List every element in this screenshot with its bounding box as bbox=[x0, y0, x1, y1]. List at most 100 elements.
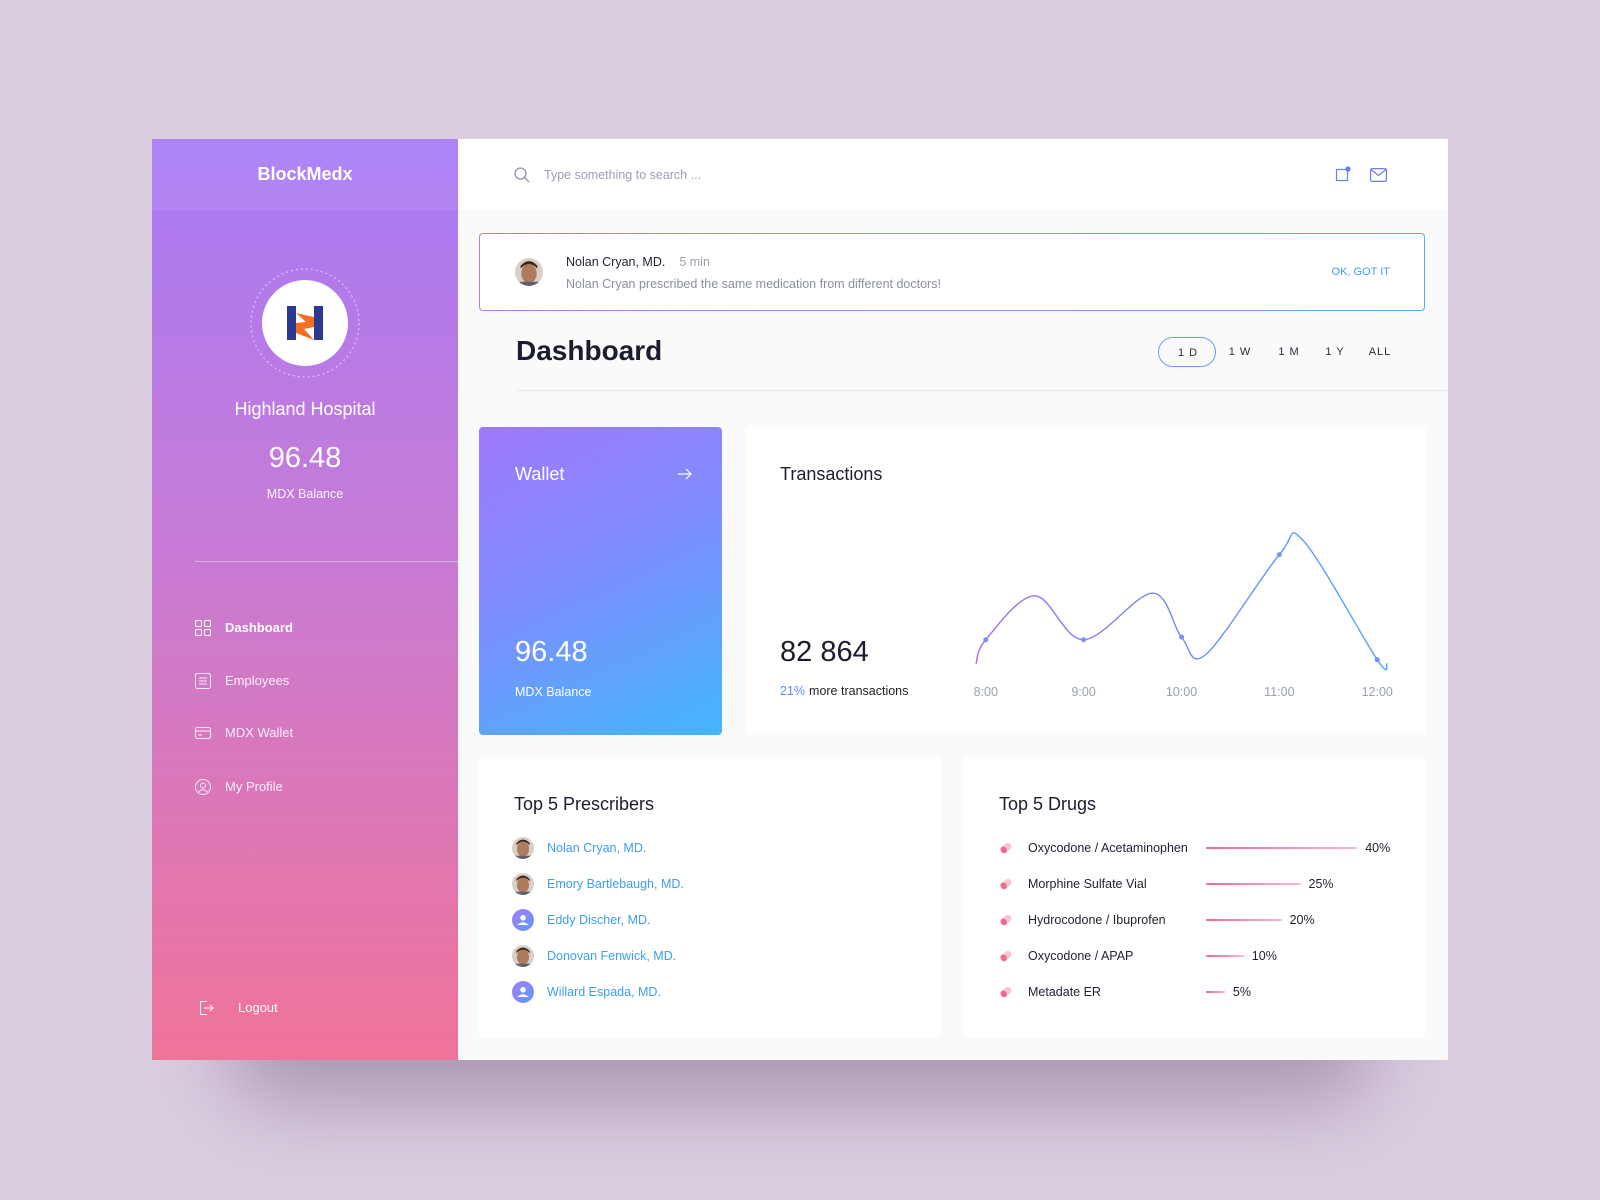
logout-icon-part bbox=[200, 1001, 207, 1015]
wallet-title: Wallet bbox=[515, 464, 565, 485]
avatar-photo-part bbox=[515, 281, 543, 286]
dashboard-divider bbox=[516, 390, 1448, 391]
messages-button-part bbox=[1370, 169, 1387, 177]
drug-bar bbox=[1206, 883, 1301, 885]
wallet-balance: 96.48 bbox=[515, 636, 588, 669]
drugs-card: Top 5 Drugs Oxycodone / Acetaminophen 40% M… bbox=[964, 757, 1425, 1038]
line-point bbox=[1179, 634, 1184, 640]
search-icon bbox=[514, 167, 530, 183]
notifications-button[interactable] bbox=[1335, 166, 1351, 182]
pill-icon-part bbox=[1000, 990, 1007, 998]
logout-label: Logout bbox=[238, 999, 278, 1015]
transactions-change: 21% more transactions bbox=[780, 684, 908, 698]
avatar-placeholder-part bbox=[517, 922, 529, 925]
change-percent: 21% bbox=[780, 684, 806, 698]
hospital-logo bbox=[250, 268, 360, 378]
avatar-photo bbox=[512, 945, 534, 967]
messages-button[interactable] bbox=[1370, 168, 1388, 183]
x-tick-label: 10:00 bbox=[1165, 684, 1198, 699]
sidebar: BlockMedx Highland Hospital 96.48 MDX Bala… bbox=[152, 139, 458, 1060]
nav-label: My Profile bbox=[225, 778, 283, 794]
prescriber-name[interactable]: Emory Bartlebaugh, MD. bbox=[547, 876, 684, 891]
drug-bar bbox=[1206, 955, 1244, 957]
nav-icon bbox=[195, 779, 211, 795]
sidebar-balance-label: MDX Balance bbox=[266, 486, 344, 501]
transactions-chart bbox=[975, 532, 1388, 671]
nav-icon-part bbox=[200, 782, 206, 789]
pill-icon bbox=[1000, 842, 1012, 854]
wallet-arrow[interactable] bbox=[678, 468, 692, 480]
drug-name: Metadate ER bbox=[1028, 984, 1101, 999]
wallet-balance-label: MDX Balance bbox=[515, 684, 592, 699]
avatar-photo-part bbox=[520, 261, 538, 269]
nav-label: MDX Wallet bbox=[225, 724, 294, 740]
avatar-placeholder bbox=[512, 909, 534, 931]
notification-name: Nolan Cryan, MD. bbox=[566, 255, 666, 269]
avatar-placeholder-part bbox=[520, 987, 526, 993]
drug-percent: 25% bbox=[1308, 876, 1334, 891]
notifications-button-part bbox=[1335, 168, 1349, 182]
search-placeholder: Type something to search ... bbox=[544, 167, 702, 182]
messages-button-part bbox=[1370, 168, 1388, 183]
nav-icon-part bbox=[198, 789, 208, 793]
logout-icon-part bbox=[209, 1004, 214, 1012]
top-bar bbox=[458, 139, 1448, 210]
drug-percent: 5% bbox=[1232, 984, 1251, 999]
wallet-arrow-part bbox=[685, 468, 692, 480]
x-tick-label: 12:00 bbox=[1361, 684, 1393, 699]
time-filter[interactable]: 1 W bbox=[1211, 337, 1269, 367]
avatar-photo-part bbox=[516, 841, 530, 857]
brand: BlockMedx bbox=[257, 164, 353, 185]
line-point bbox=[1276, 552, 1282, 558]
hospital-logo-part bbox=[250, 268, 360, 378]
sidebar-divider bbox=[195, 561, 458, 562]
drugs-title: Top 5 Drugs bbox=[999, 794, 1097, 815]
drug-name: Oxycodone / APAP bbox=[1028, 948, 1134, 963]
prescriber-name[interactable]: Eddy Discher, MD. bbox=[547, 912, 651, 927]
pill-icon-part bbox=[1000, 842, 1012, 854]
prescriber-name[interactable]: Willard Espada, MD. bbox=[547, 984, 661, 999]
line-point bbox=[1374, 657, 1380, 663]
time-filter[interactable]: ALL bbox=[1351, 337, 1409, 367]
prescriber-name[interactable]: Nolan Cryan, MD. bbox=[547, 840, 647, 855]
avatar-placeholder bbox=[512, 981, 534, 1003]
drug-bar bbox=[1206, 991, 1225, 993]
nav-item[interactable]: Dashboard bbox=[188, 612, 428, 644]
transactions-title: Transactions bbox=[780, 464, 883, 485]
sidebar-balance: 96.48 bbox=[268, 442, 342, 475]
drug-name: Hydrocodone / Ibuprofen bbox=[1028, 912, 1166, 927]
drug-bar bbox=[1206, 847, 1358, 849]
avatar-photo-part bbox=[512, 945, 534, 967]
transactions-line bbox=[975, 532, 1388, 671]
time-filter-label: ALL bbox=[1368, 345, 1392, 358]
notification-action[interactable]: OK, GOT IT bbox=[1331, 265, 1390, 278]
notification-message: Nolan Cryan prescribed the same medicati… bbox=[566, 276, 941, 291]
nav-icon bbox=[195, 673, 211, 689]
nav-item[interactable]: MDX Wallet bbox=[188, 717, 428, 749]
notification-head: Nolan Cryan, MD. 5 min bbox=[566, 255, 710, 269]
time-filter[interactable]: 1 M bbox=[1260, 337, 1318, 367]
change-text: more transactions bbox=[809, 684, 909, 698]
time-filter[interactable]: 1 Y bbox=[1306, 337, 1364, 367]
search-box[interactable]: Type something to search ... bbox=[508, 159, 908, 191]
pill-icon bbox=[1000, 878, 1012, 890]
line-point bbox=[983, 637, 989, 643]
hospital-name: Highland Hospital bbox=[234, 399, 376, 420]
prescriber-name[interactable]: Donovan Fenwick, MD. bbox=[547, 948, 677, 963]
drug-name: Morphine Sulfate Vial bbox=[1028, 876, 1147, 891]
nav-item[interactable]: My Profile bbox=[188, 771, 428, 803]
drug-name: Oxycodone / Acetaminophen bbox=[1028, 840, 1188, 855]
avatar-photo bbox=[512, 837, 534, 859]
nav-icon bbox=[195, 727, 211, 739]
time-filter[interactable]: 1 D bbox=[1158, 337, 1216, 367]
logout-button[interactable]: Logout bbox=[192, 992, 312, 1024]
nav-icon bbox=[195, 620, 211, 636]
transactions-card: Transactions 82 864 21% more transactions 8:… bbox=[745, 427, 1426, 735]
dashboard-title: Dashboard bbox=[516, 334, 663, 366]
x-tick-label: 11:00 bbox=[1264, 684, 1295, 699]
nav-icon-part bbox=[195, 727, 211, 739]
search-icon-part bbox=[524, 177, 530, 183]
pill-icon-part bbox=[1000, 882, 1007, 890]
nav-item[interactable]: Employees bbox=[188, 665, 428, 697]
